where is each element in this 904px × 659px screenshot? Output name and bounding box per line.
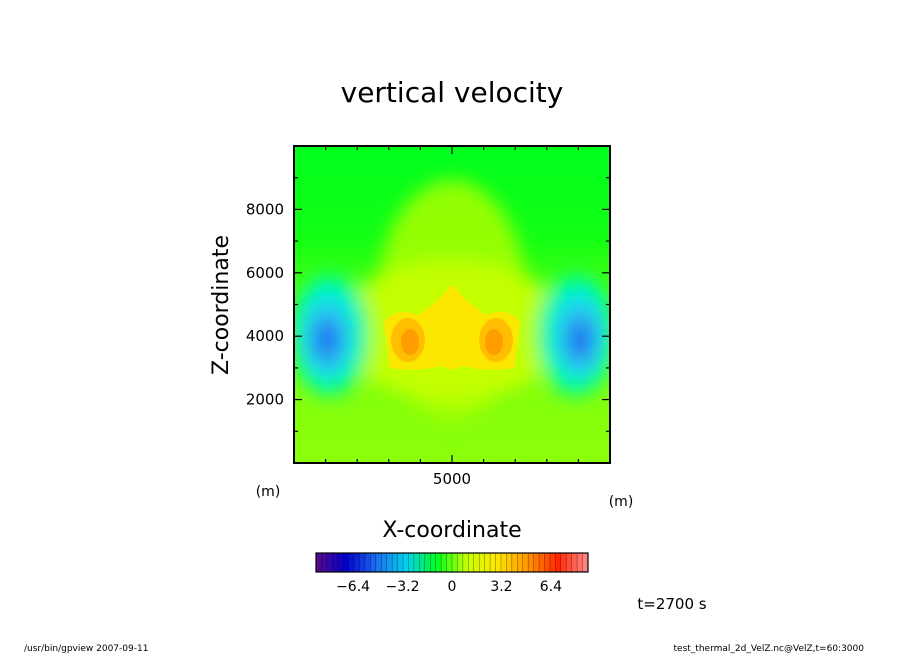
colorbar-swatch bbox=[419, 553, 426, 572]
footer-left: /usr/bin/gpview 2007-09-11 bbox=[24, 644, 148, 654]
colorbar-tick-label: 0 bbox=[448, 579, 457, 595]
colorbar-swatch bbox=[413, 553, 420, 572]
colorbar-swatch bbox=[577, 553, 583, 572]
colorbar-swatch bbox=[332, 553, 339, 572]
colorbar-swatch bbox=[457, 553, 464, 572]
colorbar-swatch bbox=[321, 553, 328, 572]
y-axis-unit: (m) bbox=[256, 484, 281, 500]
colorbar-swatch bbox=[473, 553, 480, 572]
colorbar-swatch bbox=[511, 553, 518, 572]
colorbar-swatch bbox=[533, 553, 540, 572]
colorbar-tick-label: 6.4 bbox=[540, 579, 562, 595]
colorbar-swatch bbox=[571, 553, 578, 572]
colorbar-swatch bbox=[560, 553, 567, 572]
colorbar-swatch bbox=[348, 553, 355, 572]
colorbar-swatch bbox=[397, 553, 404, 572]
colorbar-swatch bbox=[446, 553, 453, 572]
colorbar-swatch bbox=[370, 553, 377, 572]
colorbar-swatch bbox=[392, 553, 398, 572]
colorbar-swatch bbox=[544, 553, 551, 572]
x-axis-unit: (m) bbox=[609, 494, 634, 510]
colorbar-swatch bbox=[424, 553, 431, 572]
colorbar-swatch bbox=[430, 553, 436, 572]
colorbar-swatch bbox=[549, 553, 556, 572]
colorbar-swatch bbox=[359, 553, 366, 572]
colorbar-swatch bbox=[582, 553, 589, 572]
colorbar-swatch bbox=[555, 553, 562, 572]
colorbar-swatch bbox=[326, 553, 333, 572]
x-tick-label: 5000 bbox=[433, 470, 471, 488]
colorbar-swatch bbox=[381, 553, 388, 572]
y-tick-label: 2000 bbox=[246, 391, 284, 409]
colorbar-swatch bbox=[539, 553, 545, 572]
chart-title: vertical velocity bbox=[341, 76, 564, 109]
colorbar-swatch bbox=[441, 553, 447, 572]
colorbar-swatch bbox=[506, 553, 513, 572]
colorbar bbox=[315, 552, 589, 573]
footer-right: test_thermal_2d_VelZ.nc@VelZ,t=60:3000 bbox=[674, 644, 865, 654]
colorbar-swatch bbox=[490, 553, 496, 572]
colorbar-tick-label: −3.2 bbox=[386, 579, 420, 595]
colorbar-swatch bbox=[386, 553, 393, 572]
axis-ticks bbox=[294, 146, 610, 463]
colorbar-swatch bbox=[484, 553, 491, 572]
colorbar-frame bbox=[315, 552, 589, 573]
colorbar-swatch bbox=[354, 553, 360, 572]
colorbar-swatch bbox=[435, 553, 442, 572]
heatmap-field bbox=[294, 146, 610, 463]
colorbar-swatch bbox=[522, 553, 529, 572]
colorbar-swatch bbox=[316, 553, 322, 572]
colorbar-swatch bbox=[517, 553, 524, 572]
y-tick-label: 4000 bbox=[246, 327, 284, 345]
y-tick-label: 8000 bbox=[246, 200, 284, 218]
time-label: t=2700 s bbox=[637, 595, 706, 613]
colorbar-swatch bbox=[408, 553, 415, 572]
colorbar-swatch bbox=[479, 553, 485, 572]
colorbar-swatch bbox=[343, 553, 349, 572]
colorbar-swatch bbox=[403, 553, 409, 572]
y-tick-label: 6000 bbox=[246, 264, 284, 282]
colorbar-swatch bbox=[337, 553, 344, 572]
colorbar-swatch bbox=[468, 553, 475, 572]
colorbar-swatch bbox=[462, 553, 469, 572]
colorbar-swatch bbox=[495, 553, 502, 572]
colorbar-tick-label: −6.4 bbox=[336, 579, 370, 595]
x-axis-label: X-coordinate bbox=[382, 518, 521, 543]
colorbar-tick-label: 3.2 bbox=[490, 579, 512, 595]
colorbar-swatch bbox=[528, 553, 534, 572]
colorbar-swatch bbox=[452, 553, 458, 572]
colorbar-swatch bbox=[375, 553, 382, 572]
y-axis-label: Z-coordinate bbox=[209, 235, 234, 375]
colorbar-swatch bbox=[566, 553, 572, 572]
colorbar-swatch bbox=[500, 553, 507, 572]
colorbar-swatch bbox=[364, 553, 371, 572]
